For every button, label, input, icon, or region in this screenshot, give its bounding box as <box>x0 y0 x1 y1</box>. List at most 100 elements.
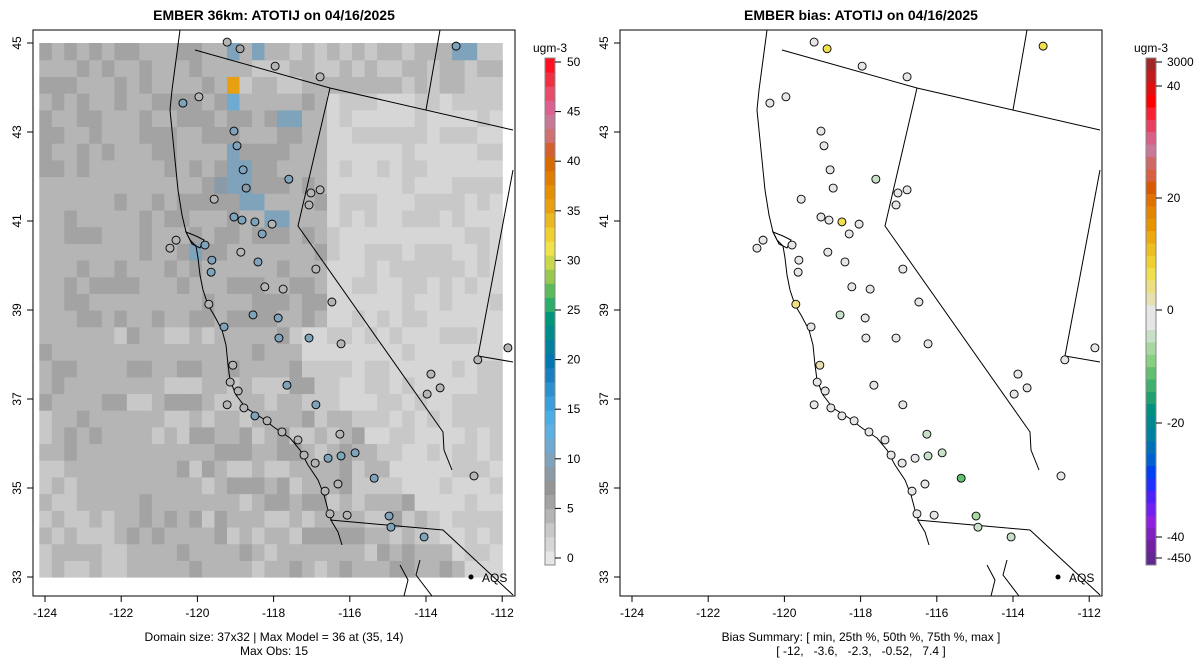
colorbar-tick-label: 40 <box>567 154 581 168</box>
colorbar-bin <box>1146 515 1156 529</box>
colorbar-units: ugm-3 <box>1134 41 1168 55</box>
grid-cell <box>251 93 266 111</box>
grid-cell <box>164 126 178 144</box>
grid-cell <box>264 393 278 411</box>
grid-cell <box>377 259 391 278</box>
obs-point <box>323 453 333 463</box>
grid-cell <box>364 76 378 94</box>
grid-cell <box>214 93 228 111</box>
grid-cell <box>64 59 78 77</box>
obs-point <box>225 377 235 387</box>
grid-cell <box>464 109 478 128</box>
grid-cell <box>264 376 278 395</box>
grid-cell <box>302 76 316 94</box>
grid-cell <box>377 376 391 395</box>
grid-cell <box>114 360 128 378</box>
grid-cell <box>427 76 441 94</box>
grid-cell <box>101 443 115 461</box>
grid-cell <box>51 510 65 528</box>
grid-cell <box>101 176 115 194</box>
grid-cell <box>76 343 90 361</box>
obs-point <box>235 44 245 54</box>
grid-cell <box>126 243 140 261</box>
grid-cell <box>114 176 128 194</box>
grid-cell <box>101 310 115 328</box>
grid-cell <box>464 560 478 578</box>
grid-cell <box>414 493 428 511</box>
grid-cell <box>101 393 115 411</box>
grid-cell <box>189 426 203 445</box>
colorbar-bin <box>1146 95 1156 108</box>
grid-cell <box>201 176 216 194</box>
grid-cell <box>414 310 428 328</box>
grid-cell <box>39 243 53 261</box>
grid-cell <box>452 226 466 244</box>
grid-cell <box>427 343 441 361</box>
obs-point <box>503 343 513 353</box>
grid-cell <box>64 243 78 261</box>
grid-cell <box>251 326 266 344</box>
grid-cell <box>89 393 103 411</box>
grid-cell <box>139 159 153 178</box>
grid-cell <box>402 526 416 545</box>
grid-cell <box>89 493 103 511</box>
grid-cell <box>477 259 491 278</box>
colorbar-bin <box>545 297 555 312</box>
grid-cell <box>289 343 303 361</box>
grid-cell <box>427 126 441 144</box>
obs-point <box>229 126 239 136</box>
colorbar-bin <box>1146 342 1156 356</box>
grid-cell <box>314 159 328 178</box>
grid-cell <box>76 226 90 244</box>
bias-point <box>886 450 896 460</box>
grid-cell <box>76 326 90 344</box>
grid-cell <box>339 76 353 94</box>
grid-cell <box>464 176 478 194</box>
grid-cell <box>39 310 53 328</box>
grid-cell <box>289 326 303 344</box>
grid-cell <box>377 43 391 61</box>
grid-cell <box>89 59 103 77</box>
obs-point <box>229 212 239 222</box>
grid-cell <box>101 326 115 344</box>
grid-cell <box>402 410 416 428</box>
grid-cell <box>251 426 266 445</box>
grid-cell <box>427 526 441 545</box>
grid-cell <box>126 326 140 344</box>
grid-cell <box>489 426 503 445</box>
grid-cell <box>377 76 391 94</box>
grid-cell <box>251 159 266 178</box>
grid-cell <box>214 276 228 294</box>
grid-cell <box>114 510 128 528</box>
grid-cell <box>201 143 216 161</box>
grid-cell <box>189 410 203 428</box>
obs-point <box>222 37 232 47</box>
grid-cell <box>427 460 441 478</box>
grid-cell <box>39 543 53 561</box>
grid-cell <box>226 460 241 478</box>
grid-cell <box>364 543 378 561</box>
grid-cell <box>327 193 341 211</box>
grid-cell <box>489 209 503 228</box>
colorbar-frame <box>544 57 556 566</box>
grid-cell <box>176 109 191 128</box>
grid-cell <box>464 476 478 495</box>
bias-point <box>787 240 797 250</box>
colorbar-bin <box>1146 70 1156 84</box>
grid-cell <box>226 193 241 211</box>
grid-cell <box>176 410 191 428</box>
axes: -124 -122 -120 -118 -116 -114 -112 33 35 37 39 41 43… <box>10 36 514 620</box>
grid-cell <box>414 59 428 77</box>
x-tick-label: -114 <box>414 606 437 620</box>
grid-cell <box>364 510 378 528</box>
colorbar-bin <box>1146 82 1156 96</box>
colorbar-bin <box>545 156 555 172</box>
bias-point <box>1060 355 1070 365</box>
grid-cell <box>327 410 341 428</box>
x-tick-label: -112 <box>491 606 514 620</box>
grid-cell <box>101 493 115 511</box>
grid-cell <box>477 226 491 244</box>
grid-cell <box>264 476 278 495</box>
obs-point <box>222 400 232 410</box>
grid-cell <box>452 443 466 461</box>
